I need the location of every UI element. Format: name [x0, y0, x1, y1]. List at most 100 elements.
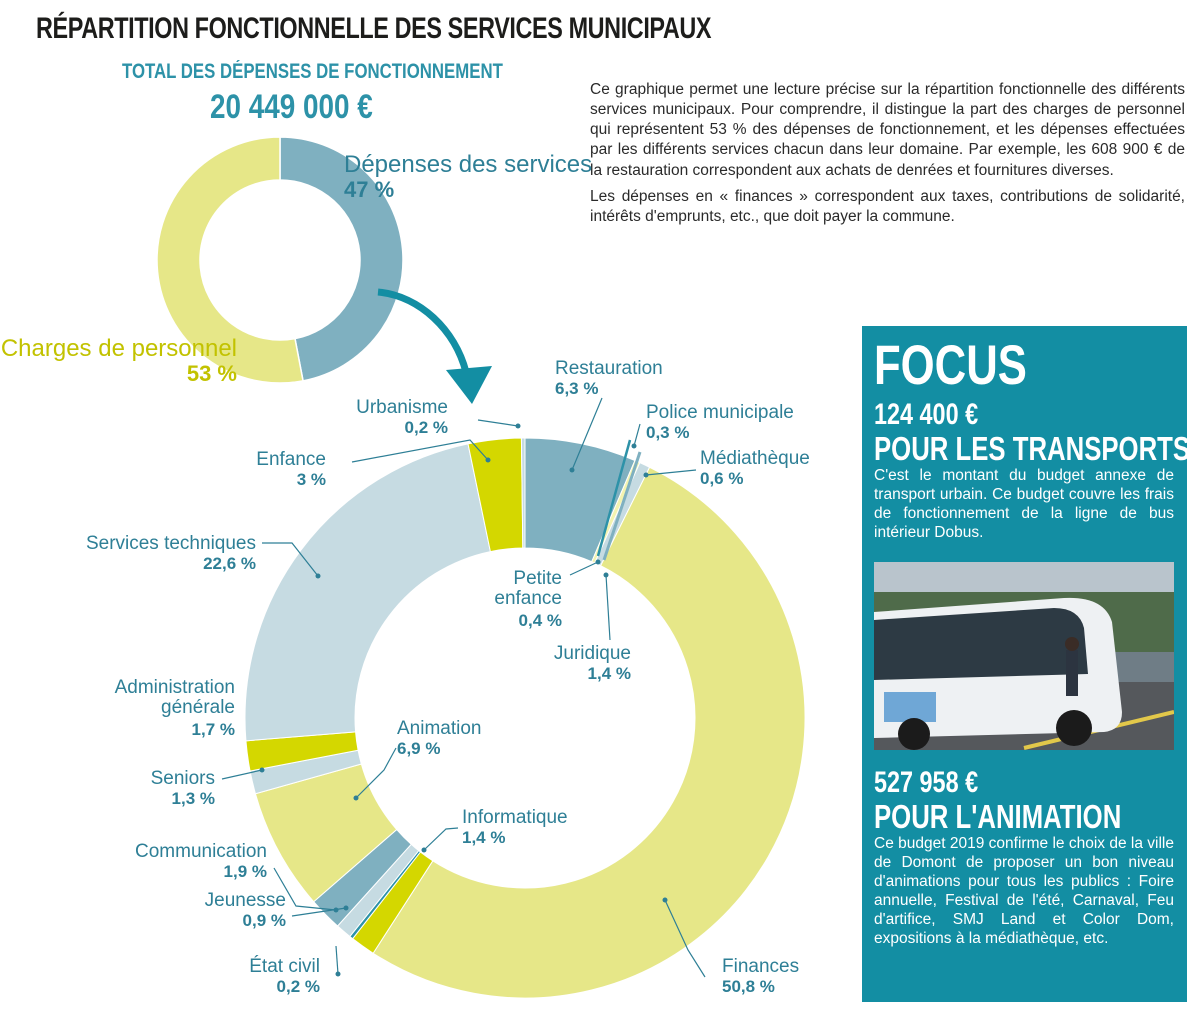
focus-transports: 124 400 € POUR LES TRANSPORTS C'est le m…: [874, 398, 1191, 543]
leader-dot-informatique: [421, 847, 427, 853]
focus-animation-text: Ce budget 2019 confirme le choix de la v…: [874, 835, 1174, 947]
leader-petite-enfance: [569, 561, 599, 576]
leader-dot-restauration: [569, 467, 575, 473]
small-donut-slice-charges-de-personnel: [156, 136, 304, 384]
total-value: 20 449 000 €: [210, 88, 373, 126]
label-petite-enfance: Petite: [513, 568, 562, 589]
leader-finances: [664, 899, 706, 978]
label-juridique: Juridique: [554, 643, 631, 664]
donut-slice-services-techniques: [244, 443, 491, 742]
leader-police-municipale: [633, 423, 641, 447]
leader-dot-communication: [333, 907, 339, 913]
value-juridique: 1,4 %: [588, 664, 631, 683]
leader-dot-jeunesse: [343, 905, 349, 911]
focus-transports-heading: POUR LES TRANSPORTS: [874, 430, 1191, 467]
value-restauration: 6,3 %: [555, 379, 598, 398]
leader-dot-etat-civil: [335, 971, 341, 977]
leader-urbanisme: [477, 419, 519, 427]
label-etat-civil: État civil: [249, 956, 320, 977]
leader-restauration: [571, 397, 603, 471]
focus-animation-heading: POUR L'ANIMATION: [874, 798, 1122, 835]
label-jeunesse: Jeunesse: [205, 890, 286, 911]
small-donut-chart: [156, 136, 404, 384]
small-donut-slice-depenses-des-services: [279, 136, 404, 382]
leader-services-techniques: [262, 542, 319, 577]
focus-transports-text: C'est le montant du budget annexe de tra…: [874, 467, 1174, 542]
leader-lines: [221, 397, 706, 978]
leader-mediatheque: [645, 469, 697, 476]
value-mediatheque: 0,6 %: [700, 469, 743, 488]
focus-animation: 527 958 € POUR L'ANIMATION Ce budget 201…: [874, 766, 1174, 949]
label-animation: Animation: [397, 718, 482, 739]
label-urbanisme: Urbanisme: [356, 397, 448, 418]
leader-dot-enfance: [485, 457, 491, 463]
leader-dot-animation: [353, 795, 359, 801]
label-administration-generale-2: générale: [161, 697, 235, 718]
value-police-municipale: 0,3 %: [646, 423, 689, 442]
value-seniors: 1,3 %: [172, 789, 215, 808]
leader-dot-petite-enfance: [595, 559, 601, 565]
leader-dot-juridique: [603, 572, 609, 578]
leader-dot-finances: [662, 897, 668, 903]
bus-photo: [874, 562, 1174, 750]
donut-slice-petite-enfance: [596, 439, 632, 557]
value-finances: 50,8 %: [722, 977, 775, 996]
passenger-head: [1065, 637, 1079, 651]
value-depenses-services: 47 %: [344, 177, 394, 202]
label-police-municipale: Police municipale: [646, 402, 794, 423]
leader-dot-urbanisme: [515, 423, 521, 429]
intro-text: Ce graphique permet une lecture précise …: [590, 80, 1185, 233]
leader-animation: [355, 747, 397, 799]
leader-communication: [273, 867, 337, 911]
leader-informatique: [423, 827, 459, 851]
value-urbanisme: 0,2 %: [405, 418, 448, 437]
intro-paragraph-1: Ce graphique permet une lecture précise …: [590, 81, 1185, 179]
value-petite-enfance: 0,4 %: [519, 611, 562, 630]
passenger: [1066, 650, 1078, 696]
donut-slice-finances: [372, 466, 806, 999]
label-petite-enfance-2: enfance: [494, 588, 562, 609]
intro-paragraph-2: Les dépenses en « finances » corresponde…: [590, 187, 1185, 225]
label-seniors: Seniors: [151, 768, 215, 789]
value-informatique: 1,4 %: [462, 828, 505, 847]
donut-slice-juridique: [602, 451, 642, 561]
leader-dot-mediatheque: [643, 472, 649, 478]
label-administration-generale: Administration: [115, 677, 235, 698]
leader-seniors: [221, 769, 263, 780]
focus-panel: FOCUS 124 400 € POUR LES TRANSPORTS C'es…: [862, 326, 1191, 1002]
label-mediatheque: Médiathèque: [700, 448, 810, 469]
label-communication: Communication: [135, 841, 267, 862]
bus-window: [874, 608, 1088, 680]
value-administration-generale: 1,7 %: [192, 720, 235, 739]
bus-wheel-rear: [898, 718, 930, 750]
leader-dot-police-municipale: [631, 443, 637, 449]
leader-dot-services-techniques: [315, 573, 321, 579]
big-donut-chart: [244, 437, 806, 999]
value-communication: 1,9 %: [224, 862, 267, 881]
donut-slice-urbanisme: [520, 437, 526, 549]
label-services-techniques: Services techniques: [86, 533, 256, 554]
page-title: RÉPARTITION FONCTIONNELLE DES SERVICES M…: [36, 12, 712, 45]
leader-etat-civil: [335, 945, 339, 975]
label-charges-personnel: Charges de personnel: [1, 335, 237, 362]
focus-transports-amount: 124 400 €: [874, 398, 979, 431]
value-charges-personnel: 53 %: [187, 361, 237, 386]
label-restauration: Restauration: [555, 358, 663, 379]
leader-juridique: [605, 574, 611, 641]
value-etat-civil: 0,2 %: [277, 977, 320, 996]
leader-dot-seniors: [259, 767, 265, 773]
value-jeunesse: 0,9 %: [243, 911, 286, 930]
arrow-head-icon: [446, 366, 492, 404]
leader-enfance: [351, 439, 489, 463]
label-depenses-services: Dépenses des services: [344, 151, 592, 178]
arrow-icon: [377, 288, 470, 373]
value-services-techniques: 22,6 %: [203, 554, 256, 573]
focus-animation-amount: 527 958 €: [874, 766, 979, 799]
label-enfance: Enfance: [256, 449, 326, 470]
label-informatique: Informatique: [462, 807, 568, 828]
value-animation: 6,9 %: [397, 739, 440, 758]
total-label: TOTAL DES DÉPENSES DE FONCTIONNEMENT: [122, 60, 503, 83]
bus-display: [884, 692, 936, 722]
